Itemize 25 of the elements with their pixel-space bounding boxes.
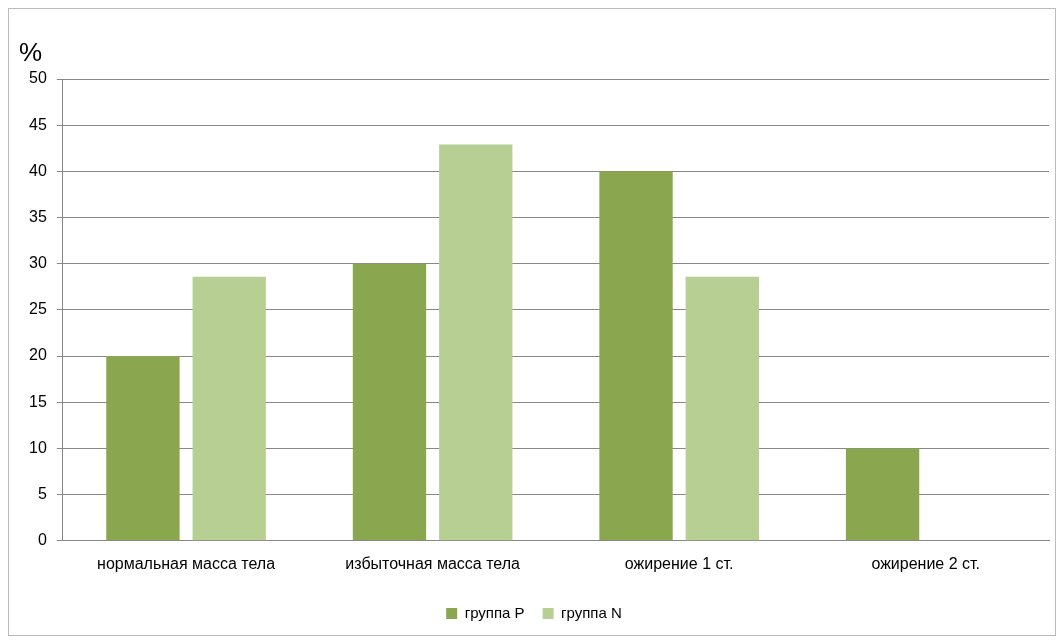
bar: [685, 276, 759, 541]
y-tick-label: 35: [29, 207, 47, 225]
bar: [106, 356, 180, 541]
bar: [599, 171, 673, 541]
y-tick-label: 15: [29, 392, 47, 410]
x-tick-label: избыточная масса тела: [345, 554, 521, 572]
y-tick-label: 50: [29, 69, 47, 87]
x-tick-label: нормальная масса тела: [97, 554, 276, 572]
legend-label: группа P: [464, 603, 525, 621]
bar: [352, 263, 427, 541]
bar: [439, 144, 513, 541]
y-tick-label: 40: [29, 161, 47, 179]
y-tick-label: 45: [29, 115, 47, 133]
x-tick-label: ожирение 1 ст.: [624, 554, 734, 572]
bar: [845, 448, 920, 541]
y-tick-label: 0: [37, 531, 47, 549]
x-tick-label: ожирение 2 ст.: [871, 554, 981, 572]
y-axis-title: %: [19, 37, 43, 68]
y-tick-label: 10: [29, 438, 47, 456]
bar: [192, 276, 266, 541]
y-tick-label: 20: [29, 346, 47, 364]
legend-label: группа N: [561, 603, 622, 621]
y-tick-label: 30: [29, 254, 47, 272]
y-tick-label: 25: [29, 300, 47, 318]
y-tick-label: 5: [37, 485, 47, 503]
